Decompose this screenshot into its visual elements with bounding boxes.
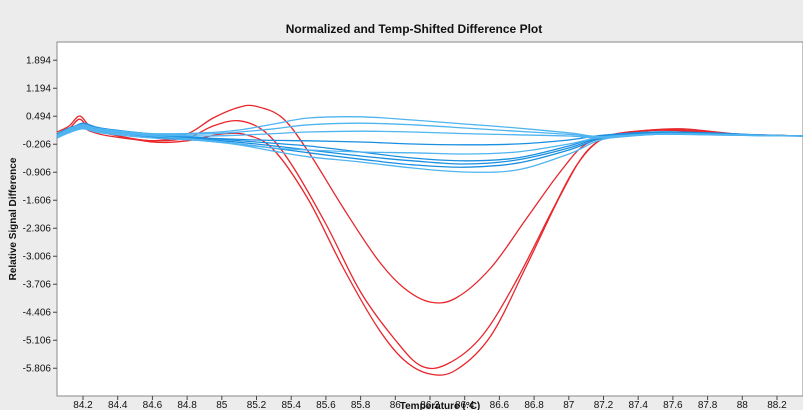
- y-tick-label: 0.494: [26, 112, 51, 123]
- y-axis: 1.894 1.194 0.494 -0.206 -0.906 -1.606 -2.306 -…: [23, 56, 57, 375]
- y-tick-label: -4.406: [23, 308, 52, 319]
- x-tick-label: 85.8: [351, 400, 371, 410]
- x-tick-label: 84.2: [73, 400, 93, 410]
- y-tick-label: -3.706: [23, 280, 52, 291]
- x-tick-label: 85.6: [316, 400, 336, 410]
- y-tick-label: 1.894: [26, 56, 51, 67]
- plot-area: [56, 41, 803, 397]
- x-axis-title: Temperature (°C): [400, 401, 481, 410]
- x-tick-label: 84.4: [108, 400, 128, 410]
- y-tick-label: -1.606: [23, 196, 52, 207]
- x-tick-label: 85: [216, 400, 228, 410]
- chart-title: Normalized and Temp-Shifted Difference P…: [286, 22, 542, 36]
- y-tick-label: 1.194: [26, 84, 51, 95]
- y-tick-label: -3.006: [23, 252, 52, 263]
- y-tick-label: -5.106: [23, 336, 52, 347]
- x-tick-label: 85.4: [281, 400, 301, 410]
- x-tick-label: 88: [737, 400, 749, 410]
- x-tick-label: 86.4: [455, 400, 475, 410]
- x-tick-label: 87.6: [663, 400, 683, 410]
- series-layer: [56, 104, 803, 376]
- x-tick-label: 86.8: [524, 400, 544, 410]
- x-tick-label: 84.6: [143, 400, 163, 410]
- y-tick-label: -0.906: [23, 168, 52, 179]
- y-tick-label: -2.306: [23, 224, 52, 235]
- x-tick-label: 87.4: [628, 400, 648, 410]
- y-axis-title: Relative Signal Difference: [8, 157, 19, 280]
- x-tick-label: 86.2: [420, 400, 440, 410]
- x-axis: 84.2 84.4 84.6 84.8 85 85.2 85.4 85.6 85.8 86 86.2…: [73, 396, 787, 410]
- x-tick-label: 87.2: [594, 400, 614, 410]
- series-line-light-blue-12: [56, 128, 803, 173]
- x-tick-label: 87: [563, 400, 575, 410]
- x-tick-label: 86.6: [490, 400, 510, 410]
- y-tick-label: -0.206: [23, 140, 52, 151]
- x-tick-label: 85.2: [247, 400, 267, 410]
- x-tick-label: 86: [390, 400, 402, 410]
- y-tick-label: -5.806: [23, 364, 52, 375]
- x-tick-label: 87.8: [698, 400, 718, 410]
- x-tick-label: 88.2: [767, 400, 787, 410]
- x-tick-label: 84.8: [177, 400, 197, 410]
